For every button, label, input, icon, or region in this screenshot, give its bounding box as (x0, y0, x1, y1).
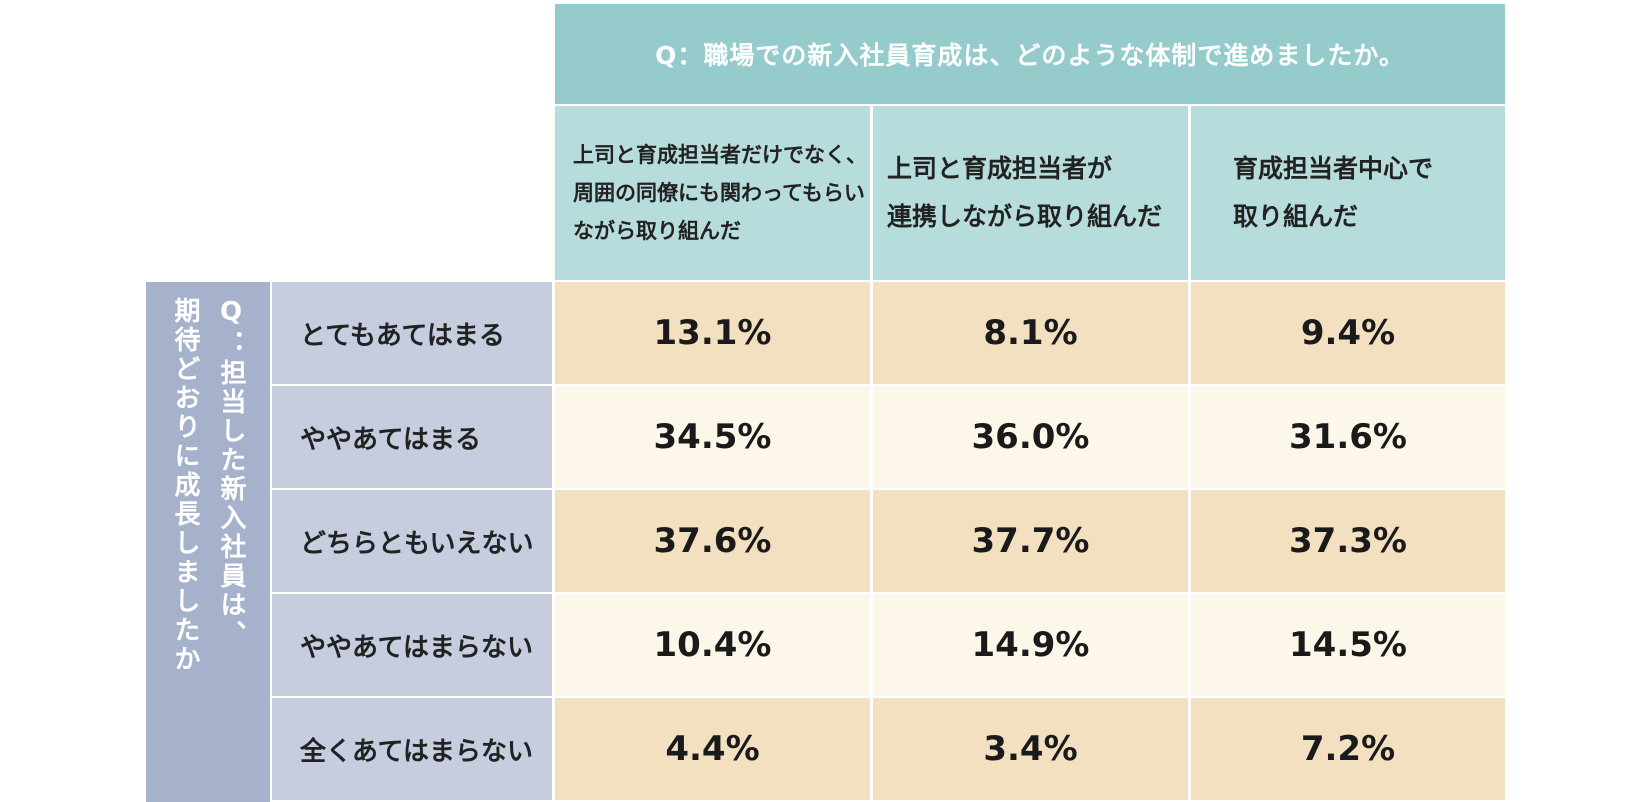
data-cell: 4.4% (555, 698, 870, 800)
data-cell: 3.4% (873, 698, 1188, 800)
row-label: とてもあてはまる (272, 282, 552, 384)
data-cell: 7.2% (1191, 698, 1505, 800)
data-cell: 10.4% (555, 594, 870, 696)
data-cell: 13.1% (555, 282, 870, 384)
data-cell: 31.6% (1191, 386, 1505, 488)
data-cell: 14.9% (873, 594, 1188, 696)
row-label: ややあてはまらない (272, 594, 552, 696)
data-cell: 37.3% (1191, 490, 1505, 592)
row-label: どちらともいえない (272, 490, 552, 592)
column-header-label: 上司と育成担当者だけでなく、 周囲の同僚にも関わってもらい ながら取り組んだ (573, 143, 867, 243)
column-header-label: 育成担当者中心で 取り組んだ (1233, 154, 1434, 231)
data-cell: 34.5% (555, 386, 870, 488)
table-title: Q：職場での新入社員育成は、どのような体制で進めましたか。 (555, 4, 1505, 104)
data-cell: 8.1% (873, 282, 1188, 384)
row-question-label: Q：担当した新入社員は、 期待どおりに成長しましたか (170, 297, 246, 674)
row-label: 全くあてはまらない (272, 698, 552, 800)
data-cell: 36.0% (873, 386, 1188, 488)
row-label: ややあてはまる (272, 386, 552, 488)
data-cell: 37.6% (555, 490, 870, 592)
data-cell: 37.7% (873, 490, 1188, 592)
row-question-cell: Q：担当した新入社員は、 期待どおりに成長しましたか (146, 282, 270, 802)
column-header-label: 上司と育成担当者が 連携しながら取り組んだ (887, 154, 1163, 231)
column-header-1: 上司と育成担当者だけでなく、 周囲の同僚にも関わってもらい ながら取り組んだ (555, 106, 870, 280)
data-cell: 14.5% (1191, 594, 1505, 696)
column-header-3: 育成担当者中心で 取り組んだ (1191, 106, 1505, 280)
data-cell: 9.4% (1191, 282, 1505, 384)
column-header-2: 上司と育成担当者が 連携しながら取り組んだ (873, 106, 1188, 280)
